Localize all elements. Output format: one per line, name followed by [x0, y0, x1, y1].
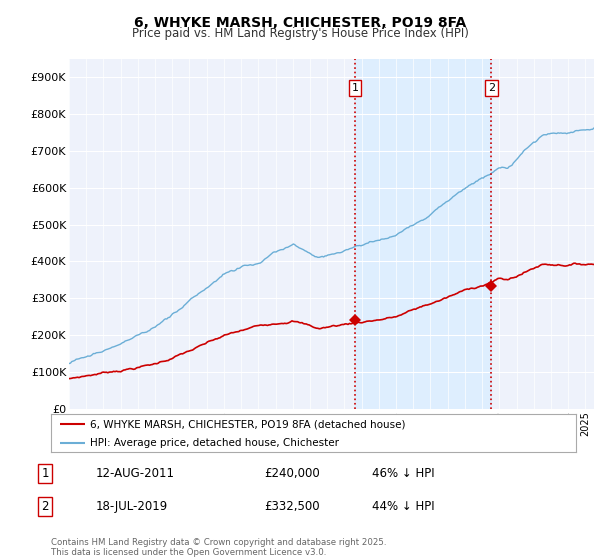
- Text: Price paid vs. HM Land Registry's House Price Index (HPI): Price paid vs. HM Land Registry's House …: [131, 27, 469, 40]
- Text: £240,000: £240,000: [264, 466, 320, 480]
- Text: HPI: Average price, detached house, Chichester: HPI: Average price, detached house, Chic…: [91, 437, 340, 447]
- Text: 1: 1: [352, 83, 358, 94]
- Text: 2: 2: [41, 500, 49, 514]
- Text: 12-AUG-2011: 12-AUG-2011: [96, 466, 175, 480]
- Text: 46% ↓ HPI: 46% ↓ HPI: [372, 466, 434, 480]
- Text: 1: 1: [41, 466, 49, 480]
- Text: £332,500: £332,500: [264, 500, 320, 514]
- Bar: [355, 59, 491, 409]
- Text: 2: 2: [488, 83, 495, 94]
- Text: Contains HM Land Registry data © Crown copyright and database right 2025.
This d: Contains HM Land Registry data © Crown c…: [51, 538, 386, 557]
- Text: 6, WHYKE MARSH, CHICHESTER, PO19 8FA (detached house): 6, WHYKE MARSH, CHICHESTER, PO19 8FA (de…: [91, 419, 406, 430]
- Text: 18-JUL-2019: 18-JUL-2019: [96, 500, 168, 514]
- Text: 6, WHYKE MARSH, CHICHESTER, PO19 8FA: 6, WHYKE MARSH, CHICHESTER, PO19 8FA: [134, 16, 466, 30]
- Text: 44% ↓ HPI: 44% ↓ HPI: [372, 500, 434, 514]
